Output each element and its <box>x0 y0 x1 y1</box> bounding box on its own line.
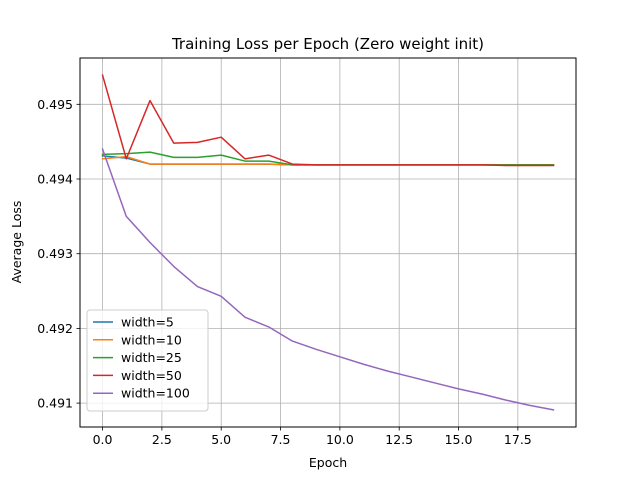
legend: width=5 width=10 width=25 width=50 width=100 <box>86 309 209 412</box>
y-tick-label: 0.494 <box>37 172 73 187</box>
y-tick-label: 0.491 <box>37 396 73 411</box>
x-tick-label: 12.5 <box>385 432 413 447</box>
x-axis-label: Epoch <box>309 455 347 470</box>
legend-label: width=50 <box>121 368 182 383</box>
x-tick-label: 15.0 <box>445 432 473 447</box>
legend-label: width=5 <box>121 315 174 330</box>
series-lines <box>101 74 555 411</box>
x-tick-label: 2.5 <box>152 432 172 447</box>
chart-title: Training Loss per Epoch (Zero weight ini… <box>171 35 484 53</box>
series-line-width-100 <box>101 148 555 411</box>
y-tick-label: 0.495 <box>37 97 73 112</box>
legend-label: width=25 <box>121 350 182 365</box>
x-tick-label: 5.0 <box>211 432 231 447</box>
y-axis-label: Average Loss <box>9 201 24 284</box>
plot-frame <box>79 57 577 428</box>
x-tick-label: 10.0 <box>326 432 354 447</box>
legend-label: width=100 <box>121 386 190 401</box>
y-tick-label: 0.493 <box>37 246 73 261</box>
legend-label: width=10 <box>121 332 182 347</box>
x-tick-label: 0.0 <box>93 432 113 447</box>
axis-ticks: 0.0 2.5 5.0 7.5 10.0 12.5 15.0 17.5 0.491 0.492 0.… <box>37 97 532 447</box>
legend-box <box>86 309 209 412</box>
x-tick-label: 7.5 <box>271 432 291 447</box>
y-tick-label: 0.492 <box>37 321 73 336</box>
x-tick-label: 17.5 <box>504 432 532 447</box>
series-line-width-50 <box>101 74 555 167</box>
